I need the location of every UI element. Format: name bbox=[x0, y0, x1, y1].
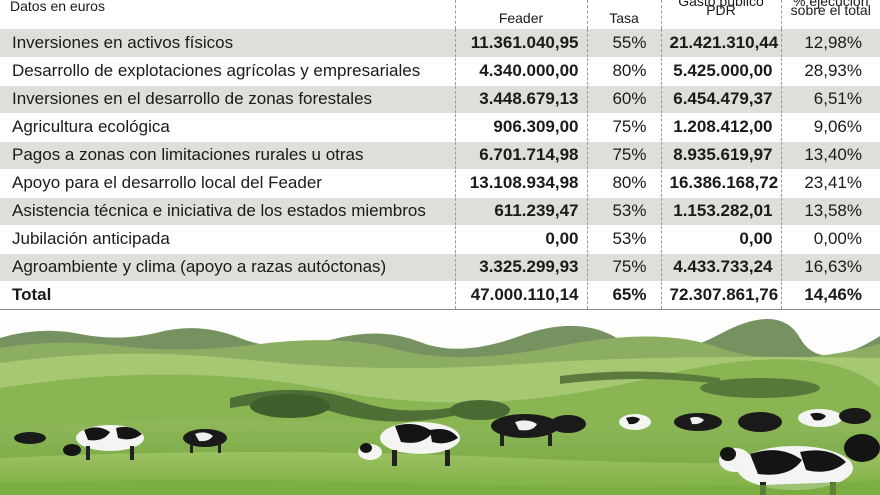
cow-icon bbox=[183, 429, 227, 453]
row-feader: 11.361.040,95 bbox=[454, 29, 587, 58]
row-feader: 13.108.934,98 bbox=[454, 169, 587, 198]
total-pdr: 72.307.861,76 bbox=[660, 280, 781, 310]
row-label: Agricultura ecológica bbox=[0, 113, 455, 142]
row-tasa: 80% bbox=[586, 169, 661, 198]
row-pct: 13,58% bbox=[780, 197, 880, 226]
row-tasa: 53% bbox=[586, 197, 661, 226]
row-pdr: 5.425.000,00 bbox=[660, 57, 781, 86]
row-pct: 0,00% bbox=[780, 225, 880, 254]
col-pdr-header: Gasto público PDR bbox=[660, 0, 781, 29]
col-pct-line2: sobre el total bbox=[790, 2, 871, 18]
pasture-cows-photo bbox=[0, 318, 880, 495]
table-body: Inversiones en activos físicos 11.361.04… bbox=[0, 29, 880, 310]
row-feader: 3.325.299,93 bbox=[454, 253, 587, 282]
row-tasa: 75% bbox=[586, 253, 661, 282]
units-label: Datos en euros bbox=[10, 0, 105, 14]
table-row: Asistencia técnica e iniciativa de los e… bbox=[0, 197, 880, 226]
total-row: Total 47.000.110,14 65% 72.307.861,76 14… bbox=[0, 280, 880, 310]
row-pdr: 4.433.733,24 bbox=[660, 253, 781, 282]
row-feader: 0,00 bbox=[454, 225, 587, 254]
table-row: Inversiones en activos físicos 11.361.04… bbox=[0, 29, 880, 58]
row-feader: 906.309,00 bbox=[454, 113, 587, 142]
row-tasa: 55% bbox=[586, 29, 661, 58]
row-label: Jubilación anticipada bbox=[0, 225, 455, 254]
cow-icon bbox=[491, 414, 586, 446]
cow-icon bbox=[63, 425, 144, 460]
table-row: Jubilación anticipada 0,00 53% 0,00 0,00… bbox=[0, 225, 880, 254]
col-pdr-line2: PDR bbox=[706, 2, 736, 18]
total-feader: 47.000.110,14 bbox=[454, 280, 587, 310]
table-row: Apoyo para el desarrollo local del Feade… bbox=[0, 169, 880, 198]
row-pdr: 1.153.282,01 bbox=[660, 197, 781, 226]
table-header: Datos en euros Feader Tasa Gasto público… bbox=[0, 0, 880, 29]
total-pct: 14,46% bbox=[780, 280, 880, 310]
pasture-landscape-illustration bbox=[0, 318, 880, 495]
row-pdr: 6.454.479,37 bbox=[660, 85, 781, 114]
row-pdr: 1.208.412,00 bbox=[660, 113, 781, 142]
table-row: Pagos a zonas con limitaciones rurales u… bbox=[0, 141, 880, 170]
cow-icon bbox=[674, 413, 722, 431]
row-pdr: 8.935.619,97 bbox=[660, 141, 781, 170]
row-feader: 6.701.714,98 bbox=[454, 141, 587, 170]
table-row: Desarrollo de explotaciones agrícolas y … bbox=[0, 57, 880, 86]
cow-icon bbox=[619, 414, 651, 430]
col-tasa-header: Tasa bbox=[586, 0, 661, 29]
table-row: Agricultura ecológica 906.309,00 75% 1.2… bbox=[0, 113, 880, 142]
row-pct: 28,93% bbox=[780, 57, 880, 86]
row-label: Desarrollo de explotaciones agrícolas y … bbox=[0, 57, 455, 86]
budget-table: Datos en euros Feader Tasa Gasto público… bbox=[0, 0, 880, 310]
row-label: Inversiones en activos físicos bbox=[0, 29, 455, 58]
row-pct: 23,41% bbox=[780, 169, 880, 198]
row-label: Asistencia técnica e iniciativa de los e… bbox=[0, 197, 455, 226]
total-label: Total bbox=[0, 280, 455, 310]
row-label: Pagos a zonas con limitaciones rurales u… bbox=[0, 141, 455, 170]
cow-icon bbox=[14, 432, 46, 444]
col-pdr-line1: Gasto público bbox=[678, 0, 764, 9]
row-pct: 12,98% bbox=[780, 29, 880, 58]
row-feader: 4.340.000,00 bbox=[454, 57, 587, 86]
col-pct-header: % ejecución sobre el total bbox=[780, 0, 880, 29]
row-tasa: 75% bbox=[586, 113, 661, 142]
cow-icon bbox=[738, 408, 871, 432]
row-pdr: 0,00 bbox=[660, 225, 781, 254]
row-label: Agroambiente y clima (apoyo a razas autó… bbox=[0, 253, 455, 282]
row-feader: 3.448.679,13 bbox=[454, 85, 587, 114]
row-pct: 13,40% bbox=[780, 141, 880, 170]
row-label: Inversiones en el desarrollo de zonas fo… bbox=[0, 85, 455, 114]
row-pdr: 21.421.310,44 bbox=[660, 29, 781, 58]
total-tasa: 65% bbox=[586, 280, 661, 310]
cow-icon bbox=[358, 422, 460, 466]
col-feader-header: Feader bbox=[454, 0, 587, 29]
row-tasa: 75% bbox=[586, 141, 661, 170]
row-tasa: 53% bbox=[586, 225, 661, 254]
col-pct-line1: % ejecución bbox=[793, 0, 869, 9]
row-tasa: 80% bbox=[586, 57, 661, 86]
cow-icon bbox=[719, 434, 880, 495]
row-pct: 16,63% bbox=[780, 253, 880, 282]
row-pdr: 16.386.168,72 bbox=[660, 169, 781, 198]
table-row: Agroambiente y clima (apoyo a razas autó… bbox=[0, 253, 880, 282]
row-pct: 6,51% bbox=[780, 85, 880, 114]
row-tasa: 60% bbox=[586, 85, 661, 114]
row-feader: 611.239,47 bbox=[454, 197, 587, 226]
row-label: Apoyo para el desarrollo local del Feade… bbox=[0, 169, 455, 198]
row-pct: 9,06% bbox=[780, 113, 880, 142]
budget-table-container: Datos en euros Feader Tasa Gasto público… bbox=[0, 0, 880, 310]
table-row: Inversiones en el desarrollo de zonas fo… bbox=[0, 85, 880, 114]
